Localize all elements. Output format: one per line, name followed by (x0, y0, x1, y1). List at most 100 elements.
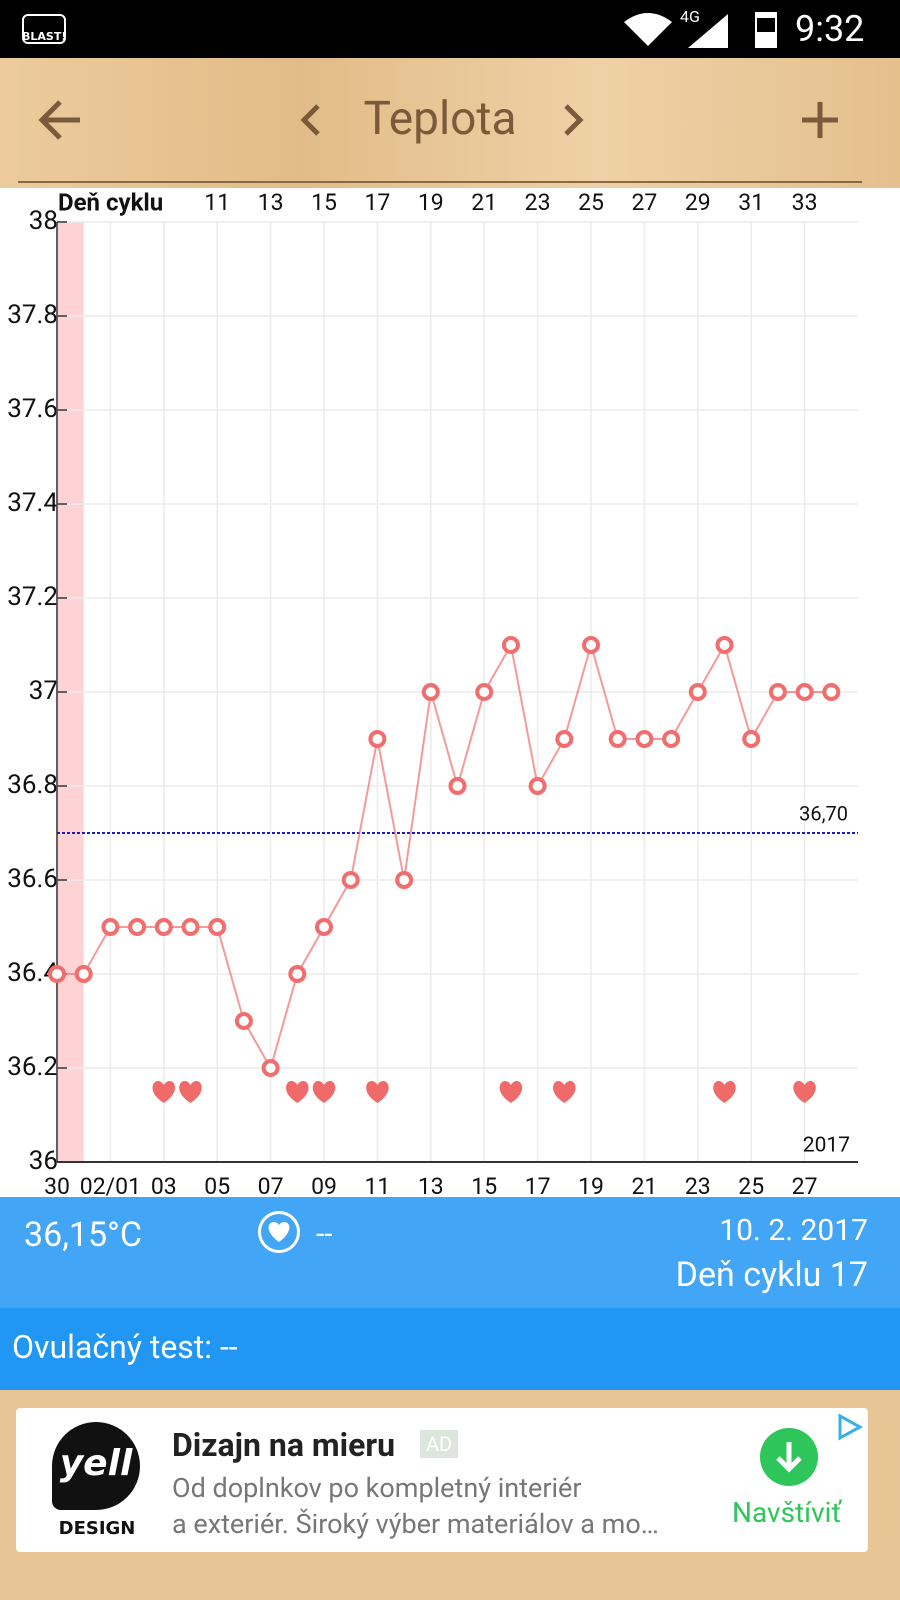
temperature-point (395, 871, 414, 889)
cycle-day-label: 31 (738, 189, 764, 216)
cycle-day-label: 11 (204, 189, 230, 216)
x-tick-label: 09 (311, 1173, 337, 1197)
temperature-point (501, 636, 520, 654)
y-tick-label: 37.8 (7, 300, 58, 330)
x-tick-label: 03 (151, 1173, 177, 1197)
prev-button[interactable] (300, 104, 320, 136)
heart-button[interactable] (258, 1211, 300, 1253)
ovulation-panel: Ovulačný test: -- (0, 1308, 900, 1390)
heart (713, 1081, 736, 1103)
x-tick-label: 07 (258, 1173, 284, 1197)
x-tick-label: 17 (525, 1173, 551, 1197)
status-icons: 4G (624, 8, 728, 48)
x-tick-label: 27 (792, 1173, 818, 1197)
year-label: 2017 (803, 1134, 850, 1158)
top-axis-title: Deň cyklu (58, 188, 163, 216)
cycle-day-label: 25 (578, 189, 604, 216)
temperature-point (288, 965, 307, 983)
ad-download-icon[interactable] (760, 1428, 818, 1486)
y-tick-label: 37 (29, 676, 58, 706)
heart (366, 1081, 389, 1103)
info-panel: 36,15°C -- 10. 2. 2017 Deň cyklu 17 (0, 1197, 900, 1308)
y-tick-label: 37.6 (7, 394, 58, 424)
temperature-point (128, 918, 147, 936)
temperature-point (154, 918, 173, 936)
temperature: 36,15°C (24, 1215, 142, 1255)
temperature-point (421, 683, 440, 701)
temperature-point (662, 730, 681, 748)
title: Teplota (363, 92, 517, 146)
heart (286, 1081, 309, 1103)
x-tick-label: 19 (578, 1173, 604, 1197)
clock: 9:32 (795, 8, 865, 50)
temperature-point (208, 918, 227, 936)
y-tick-label: 36.8 (7, 770, 58, 800)
temperature-point (688, 683, 707, 701)
temperature-point (368, 730, 387, 748)
network: 4G (680, 8, 700, 26)
ad-choices[interactable] (834, 1412, 864, 1442)
temperature-point (315, 918, 333, 936)
cycle-day-label: 13 (258, 189, 284, 216)
temperature-point (582, 636, 600, 654)
cycle-day-label: 27 (631, 189, 657, 216)
x-tick-label: 25 (738, 1173, 764, 1197)
y-tick-label: 36.6 (7, 864, 58, 894)
temperature-point (234, 1012, 253, 1030)
ovulation-test: Ovulačný test: -- (12, 1328, 238, 1366)
toolbar-icons (18, 100, 862, 183)
next-button[interactable] (564, 104, 584, 136)
reference-label: 36,70 (799, 801, 848, 825)
intercourse: -- (316, 1217, 333, 1252)
heart (179, 1081, 202, 1103)
ad-badge: AD (420, 1430, 459, 1458)
ad-action[interactable]: Navštíviť (732, 1496, 842, 1529)
temperature-point (101, 918, 120, 936)
heart (499, 1081, 523, 1103)
temperature-point (475, 683, 494, 701)
temperature-point (715, 636, 734, 654)
ad-logo-sub: DESIGN (58, 1518, 136, 1539)
heart (793, 1081, 816, 1103)
y-tick-label: 37.2 (7, 582, 58, 612)
temperature-point (74, 965, 93, 983)
back-button[interactable] (38, 100, 80, 140)
y-tick-label: 38 (29, 206, 58, 236)
heart (312, 1081, 336, 1103)
temperature-point (795, 683, 814, 701)
y-tick-label: 37.4 (7, 488, 58, 518)
date: 10. 2. 2017 (719, 1213, 868, 1248)
temperature-point (555, 730, 574, 748)
cycle-day-label: 17 (364, 189, 390, 216)
toolbar: Teplota (0, 58, 900, 188)
x-tick-label: 02/01 (80, 1173, 141, 1197)
temperature-point (48, 965, 66, 983)
heart (553, 1081, 576, 1103)
temperature-point (341, 871, 360, 889)
cycle-day-label: 29 (685, 189, 711, 216)
ad-logo: yell (52, 1422, 140, 1510)
temperature-point (261, 1059, 280, 1077)
status-bar: BLAST! 4G 9:32 (0, 0, 900, 58)
temperature-point (181, 918, 200, 936)
cycle-day-label: 15 (311, 189, 337, 216)
cycle-day-label: 21 (471, 189, 497, 216)
cycle-day-label: 23 (525, 189, 551, 216)
y-tick-label: 36 (29, 1146, 58, 1176)
temperature-point (528, 777, 547, 795)
x-tick-label: 21 (631, 1173, 657, 1197)
x-tick-label: 11 (364, 1173, 390, 1197)
temperature-point (768, 683, 787, 701)
x-tick-label: 15 (471, 1173, 497, 1197)
temperature-point (635, 730, 654, 748)
x-tick-label: 30 (44, 1173, 70, 1197)
y-tick-label: 36.2 (7, 1052, 58, 1082)
chart: 3636.236.436.636.83737.237.437.637.83830… (0, 188, 900, 1197)
x-tick-label: 05 (204, 1173, 230, 1197)
add-button[interactable] (802, 102, 838, 138)
ad-line: Od doplnkov po kompletný interiér (172, 1472, 582, 1504)
ad-card[interactable]: yell DESIGN Dizajn na mieru AD Od doplnk… (16, 1408, 868, 1552)
x-tick-label: 13 (418, 1173, 444, 1197)
app-badge: BLAST! (22, 30, 67, 43)
